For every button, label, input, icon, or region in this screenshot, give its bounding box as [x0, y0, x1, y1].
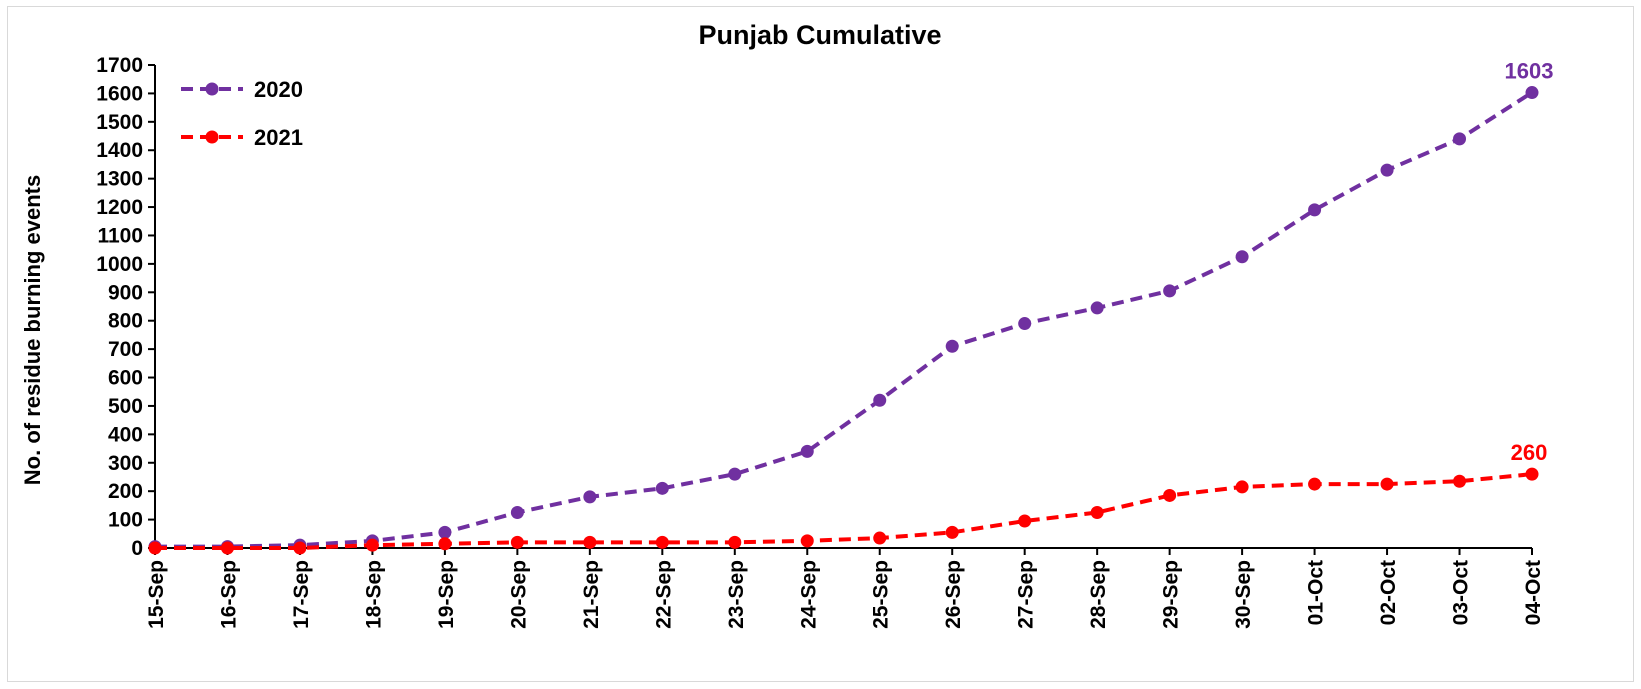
y-tick-label: 0: [131, 537, 143, 560]
data-label-2021: 260: [1511, 440, 1548, 465]
x-tick-label: 20-Sep: [507, 560, 530, 629]
x-tick-label: 02-Oct: [1377, 560, 1400, 625]
data-point-2020: [1453, 132, 1467, 146]
data-point-2021: [1308, 477, 1322, 491]
data-point-2021: [220, 541, 234, 555]
data-point-2020: [728, 467, 742, 481]
x-tick-label: 18-Sep: [362, 560, 385, 629]
data-point-2021: [1380, 477, 1394, 491]
data-point-2021: [1453, 474, 1467, 488]
y-tick-label: 700: [108, 338, 143, 361]
y-tick-label: 900: [108, 281, 143, 304]
data-point-2020: [1380, 163, 1394, 177]
data-point-2021: [510, 535, 524, 549]
x-tick-label: 22-Sep: [652, 560, 675, 629]
y-tick-label: 1400: [96, 139, 143, 162]
data-point-2021: [293, 541, 307, 555]
data-point-2021: [365, 538, 379, 552]
legend-marker-2020: [205, 82, 219, 96]
data-point-2020: [873, 393, 887, 407]
data-point-2021: [148, 541, 162, 555]
data-point-2021: [945, 525, 959, 539]
y-axis-label: No. of residue burning events: [20, 175, 45, 485]
series-line-2021: [155, 472, 1533, 550]
data-point-2021: [1163, 488, 1177, 502]
data-point-2020: [1235, 250, 1249, 264]
data-point-2021: [1090, 505, 1104, 519]
data-point-2020: [510, 505, 524, 519]
data-point-2020: [438, 525, 452, 539]
y-tick-label: 1600: [96, 82, 143, 105]
data-point-2020: [1018, 317, 1032, 331]
data-point-2021: [583, 535, 597, 549]
x-tick-label: 04-Oct: [1522, 560, 1545, 625]
y-tick-label: 800: [108, 310, 143, 333]
chart-frame: [7, 6, 1634, 682]
y-tick-label: 600: [108, 367, 143, 390]
x-tick-label: 24-Sep: [797, 560, 820, 629]
data-point-2020: [1525, 86, 1539, 100]
data-point-2021: [873, 531, 887, 545]
series-line-2020: [155, 90, 1534, 549]
data-label-2020: 1603: [1505, 59, 1554, 84]
y-tick-label: 1100: [97, 224, 143, 247]
x-tick-label: 27-Sep: [1015, 560, 1038, 629]
legend-marker-2021: [205, 130, 219, 144]
data-point-2020: [1163, 284, 1177, 298]
x-tick-label: 19-Sep: [435, 560, 458, 629]
data-point-2021: [1235, 480, 1249, 494]
y-tick-label: 500: [108, 395, 143, 418]
x-tick-label: 26-Sep: [942, 560, 965, 629]
y-tick-label: 1300: [96, 168, 143, 191]
data-point-2020: [1090, 301, 1104, 315]
x-tick-label: 21-Sep: [580, 560, 603, 629]
y-tick-label: 400: [108, 423, 143, 446]
data-point-2021: [1018, 514, 1032, 528]
data-point-2020: [1308, 203, 1322, 217]
x-tick-label: 16-Sep: [217, 560, 240, 629]
chart-title: Punjab Cumulative: [698, 20, 941, 50]
y-tick-label: 1000: [96, 253, 143, 276]
x-tick-label: 30-Sep: [1232, 560, 1255, 629]
x-tick-label: 17-Sep: [290, 560, 313, 629]
x-tick-label: 23-Sep: [725, 560, 748, 629]
data-point-2020: [800, 444, 814, 458]
y-tick-label: 1700: [96, 54, 143, 77]
data-point-2020: [945, 339, 959, 353]
x-tick-label: 29-Sep: [1160, 560, 1183, 629]
data-point-2021: [438, 537, 452, 551]
y-tick-label: 1500: [96, 111, 143, 134]
x-tick-label: 15-Sep: [145, 560, 168, 629]
legend-label-2020: 2020: [254, 77, 303, 102]
data-point-2021: [655, 535, 669, 549]
x-tick-label: 25-Sep: [870, 560, 893, 629]
y-tick-label: 1200: [96, 196, 143, 219]
data-point-2021: [1525, 467, 1539, 481]
x-tick-label: 03-Oct: [1450, 560, 1473, 625]
data-point-2020: [655, 481, 669, 495]
data-point-2021: [728, 535, 742, 549]
legend-label-2021: 2021: [254, 125, 303, 150]
y-tick-label: 300: [108, 452, 143, 475]
y-tick-label: 100: [108, 509, 143, 532]
data-point-2020: [583, 490, 597, 504]
y-tick-label: 200: [108, 480, 143, 503]
data-point-2021: [800, 534, 814, 548]
x-tick-label: 01-Oct: [1305, 560, 1328, 625]
x-tick-label: 28-Sep: [1087, 560, 1110, 629]
